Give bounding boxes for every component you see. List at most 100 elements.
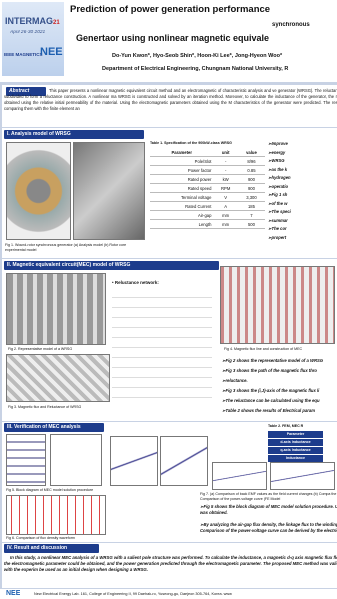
table-cell: Rated power (150, 174, 214, 184)
bullet: summar (268, 217, 337, 226)
abstract-panel (2, 85, 337, 127)
table-cell: Terminal voltage (150, 192, 214, 202)
figure-image (212, 462, 267, 490)
conference-logo: INTERMAG21 (5, 16, 60, 26)
table-cell: kW (213, 174, 238, 184)
bullet: propert (268, 234, 337, 243)
bullet: The speci (268, 208, 337, 217)
table-cell: 0.85 (237, 165, 265, 175)
table-header-cell: Parameter (150, 148, 214, 157)
table-header-cell: unit (213, 148, 238, 157)
bullet: Fig 1 sh (268, 191, 337, 200)
bullet: operatio (268, 183, 337, 192)
section-heading: I. Analysis model of WRSG (4, 130, 144, 139)
bullet: Fig 2 shows the representative model of … (222, 356, 337, 366)
param-table: Parameter d-axis Inductance q-axis Inducta… (268, 431, 323, 463)
logo-year: 21 (53, 20, 60, 26)
bullet: WRSG (268, 157, 337, 166)
table-row: Power factor -0.85 (150, 165, 265, 175)
figure-caption: Fig 3. Magnetic flux and Reluctance of W… (8, 405, 82, 409)
table-cell: - (213, 156, 238, 166)
figure-caption: Fig 1. Wound-rotor synchronous generator… (5, 243, 127, 252)
abstract-text: This paper presents a nonlinear magnetic… (4, 88, 337, 126)
bullet: The cor (268, 225, 337, 234)
bullet: Table 2 shows the results of Electrical … (222, 406, 337, 416)
table-caption: Table 2. FEM, MEC R (268, 424, 304, 428)
section-heading: IV. Result and discussion (4, 544, 99, 553)
abstract-label: Abstract (6, 87, 46, 96)
table-row: Air-gap mm 7 (150, 210, 265, 220)
table-row: Length mm 500 (150, 219, 265, 229)
figure-caption: Fig 7. (a) Comparison of back EMF values… (200, 492, 337, 501)
bullet: Fig 5 shows the block diagram of MEC mod… (200, 504, 337, 516)
footer (0, 589, 337, 599)
table-row: Rated speed RPM 900 (150, 183, 265, 193)
figure-image (73, 142, 145, 240)
footer-logo: NEE (6, 590, 21, 597)
figure-image (270, 462, 335, 490)
figure-caption: Fig 6. Comparison of flux density wavefo… (6, 536, 75, 540)
table-cell: - (213, 165, 238, 175)
conclusion-text: In this study, a nonlinear MEC analysis … (4, 555, 337, 572)
table-cell: Power factor (150, 165, 214, 175)
table-cell: 7 (237, 210, 265, 220)
table-cell: Parameter (268, 431, 323, 438)
bullet: as the k (268, 166, 337, 175)
bullet: reluctance. (222, 376, 337, 386)
table-cell: 900 (237, 174, 265, 184)
society-logo: IEEE MAGNETICS (4, 52, 43, 57)
bullet: hydrogen (268, 174, 337, 183)
table-cell: 3,300 (237, 192, 265, 202)
table-cell: Length (150, 219, 214, 229)
figure-image (6, 142, 71, 240)
table-row: Terminal voltage V 3,300 (150, 192, 265, 202)
conference-dates: April 26-30 2021 (10, 30, 46, 35)
table-cell: Rated Current (150, 201, 214, 211)
table-cell: d-axis Inductance (268, 439, 323, 446)
table-cell: 185 (237, 201, 265, 211)
table-row: Rated Current A 185 (150, 201, 265, 211)
figure-caption: Fig 2. Representative model of a WRSG (8, 347, 73, 351)
footer-text: New Electrical Energy Lab. 161, College … (34, 592, 232, 596)
label-text: Reluctance network: (114, 280, 159, 285)
logo-text: INTERMAG (5, 16, 53, 26)
figure-image (160, 436, 208, 486)
bullet: By analyzing the air-gap flux density, t… (200, 522, 337, 534)
figure-image (6, 273, 106, 345)
figure-image (6, 354, 110, 402)
bullet: of the w (268, 200, 337, 209)
table-cell: 500 (237, 219, 265, 229)
affiliation: Department of Electrical Engineering, Ch… (102, 66, 289, 72)
logo-panel: INTERMAG21 April 26-30 2021 IEEE MAGNETI… (2, 2, 64, 76)
title: Genertaor using nonlinear magnetic equiv… (76, 33, 270, 43)
title: Prediction of power generation performan… (70, 4, 271, 15)
table-cell: mm (213, 219, 238, 229)
table-header-cell: value (237, 148, 265, 157)
figure-image (50, 434, 102, 486)
network-label: • Reluctance network: (112, 280, 159, 285)
figure-image (6, 495, 106, 535)
table-cell: Air-gap (150, 210, 214, 220)
table-cell: 8/96 (237, 156, 265, 166)
bullet: The reluctance can be calculated using t… (222, 396, 337, 406)
bullet-list: Fig 5 shows the block diagram of MEC mod… (200, 504, 337, 540)
table-cell: Rated speed (150, 183, 214, 193)
bullet-box: Fig 5 shows the block diagram of MEC mod… (200, 504, 337, 522)
figure-image (110, 436, 158, 486)
abstract-body: This paper presents a nonlinear magnetic… (4, 88, 337, 111)
table-row: Pole/Slot -8/96 (150, 156, 265, 166)
bullet: energy (268, 149, 337, 158)
spec-table: Parameter unit value Pole/Slot -8/96 Power fa… (150, 148, 265, 229)
table-cell: q-axis Inductance (268, 447, 323, 454)
bullet: Fig 3 shows the (i,J)-axis of the magnet… (222, 386, 337, 396)
bullet: Improve (268, 140, 337, 149)
figure-caption-box: Fig 7. (a) Comparison of back EMF values… (200, 492, 337, 502)
table-cell: Inductance (268, 455, 323, 462)
figure-image (6, 434, 46, 486)
bullet-box: By analyzing the air-gap flux density, t… (200, 522, 337, 540)
figure-image (220, 266, 335, 344)
authors: Do-Yun Kwon*, Hyo-Seob Shin*, Hoon-Ki Le… (112, 53, 283, 59)
bullet-list: ImproveenergyWRSGas the khydrogenoperati… (268, 140, 337, 242)
table-cell: RPM (213, 183, 238, 193)
